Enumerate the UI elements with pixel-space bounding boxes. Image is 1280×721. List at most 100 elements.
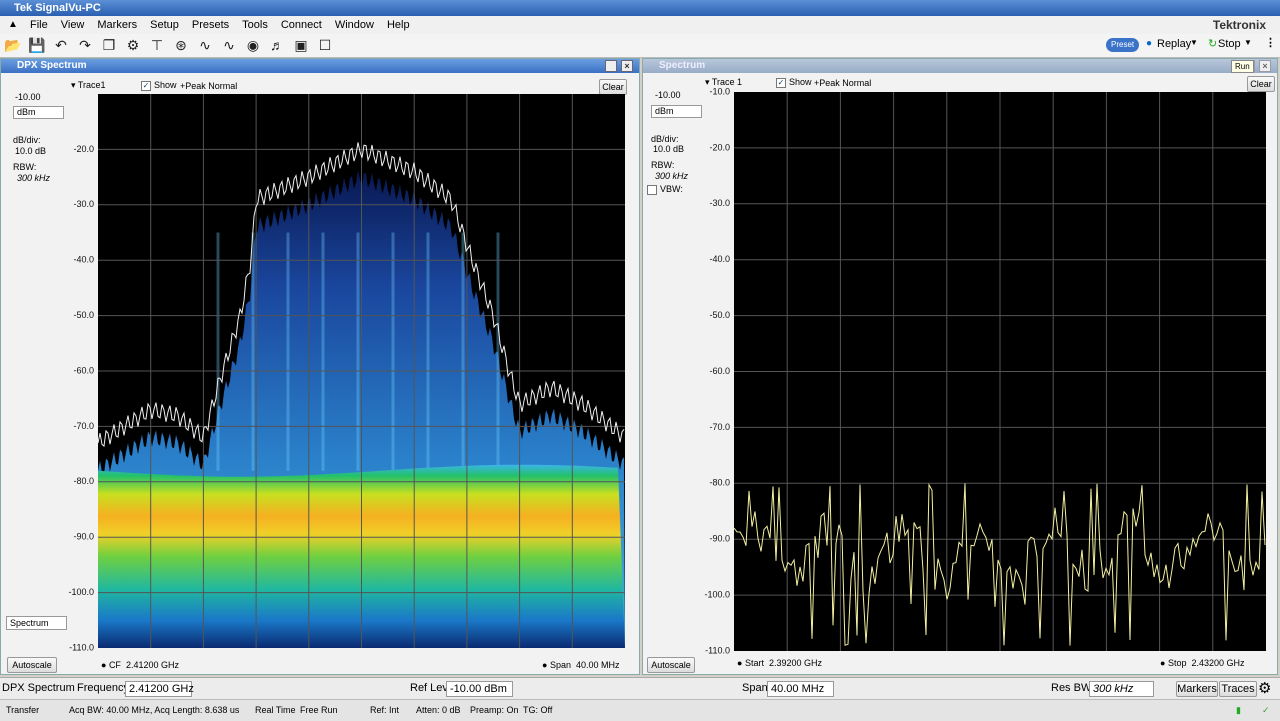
stop-label: ● Stop 2.43200 GHz [1160, 658, 1245, 668]
tool-icon[interactable]: ☐ [318, 37, 332, 53]
replay-dropdown[interactable]: ▼ [1190, 38, 1198, 47]
menu-item[interactable]: Markers [97, 19, 138, 31]
panel-header: DPX Spectrum × [1, 59, 639, 73]
reflev-value: -10.00 dBm [450, 683, 507, 695]
menu-item[interactable]: Setup [150, 19, 179, 31]
clear-button[interactable]: Clear [599, 79, 627, 95]
stop-button[interactable]: Stop [1218, 38, 1241, 50]
div-label: dB/div: [651, 134, 679, 144]
tool-icon[interactable]: 📂 [4, 37, 22, 53]
tool-icon[interactable]: ◉ [246, 37, 260, 53]
status-item: TG: Off [523, 705, 553, 715]
unit-select[interactable]: dBm [651, 105, 702, 118]
menu-item[interactable]: Tools [242, 19, 268, 31]
dpx-panel: DPX Spectrum × ▾ Trace1 ✓ Show +Peak Norm… [0, 58, 640, 675]
clear-button[interactable]: Clear [1247, 76, 1275, 92]
more-menu[interactable]: ⋮ [1265, 37, 1276, 49]
autoscale-button[interactable]: Autoscale [7, 657, 57, 673]
rbw-label: RBW: [13, 162, 37, 172]
trace-select[interactable]: ▾ Trace1 [71, 80, 106, 90]
panel-header: Spectrum × [643, 59, 1277, 73]
unit: dBm [655, 106, 674, 116]
restore-button[interactable] [605, 60, 617, 72]
status-item: Acq BW: 40.00 MHz, Acq Length: 8.638 us [69, 705, 240, 715]
traces-button[interactable]: Traces [1219, 681, 1257, 697]
status-icon: ✓ [1262, 705, 1270, 715]
replay-dot: ● [1146, 38, 1153, 49]
tool-icon[interactable]: ⊛ [175, 37, 187, 53]
unit-select[interactable]: dBm [13, 106, 64, 119]
span-label: ● Span 40.00 MHz [542, 660, 620, 670]
frequency-value: 2.41200 GHz [129, 683, 194, 695]
tool-icon[interactable]: 💾 [28, 37, 46, 53]
status-item: Ref: Int [370, 705, 400, 715]
status-bar: Transfer Acq BW: 40.00 MHz, Acq Length: 8… [0, 699, 1280, 721]
replay-button[interactable]: Replay [1157, 38, 1192, 50]
div-label: dB/div: [13, 135, 41, 145]
start-value: 2.39200 GHz [768, 658, 823, 668]
div-value: 10.0 dB [653, 144, 685, 154]
tool-icon[interactable]: ↶ [55, 37, 67, 53]
span-field[interactable]: 40.00 MHz [767, 681, 834, 697]
menu-bar: ▲ File View Markers Setup Presets Tools Connec… [0, 16, 1280, 34]
tool-icons: 📂 💾 ↶ ↷ ❐ ⚙ ⊤ ⊛ ∿ ∿ ◉ ♬ ▣ ☐ [4, 37, 334, 53]
menu-icon[interactable]: ▲ [8, 19, 18, 30]
settings-gear[interactable]: ⚙ [1258, 680, 1272, 697]
title-bar: Tek SignalVu-PC [0, 0, 1280, 16]
menu-item[interactable]: Help [386, 19, 410, 31]
settings-bar: DPX Spectrum Frequency 2.41200 GHz Ref L… [0, 677, 1280, 699]
menu-list: File View Markers Setup Presets Tools Connect W… [30, 16, 410, 34]
tool-icon[interactable]: ∿ [223, 37, 235, 53]
menu-item[interactable]: Window [334, 19, 374, 31]
trace-name: Trace1 [77, 80, 106, 90]
show-checkbox[interactable]: ✓ Show [141, 80, 177, 91]
stop-icon: ↻ [1208, 38, 1218, 50]
close-button[interactable]: × [621, 60, 633, 72]
preset-button[interactable]: Preset [1106, 38, 1140, 52]
view-select[interactable]: Spectrum [6, 616, 67, 630]
panel-title: DPX Spectrum [17, 60, 87, 71]
window-title: Tek SignalVu-PC [14, 2, 101, 14]
start-label: ● Start 2.39200 GHz [737, 658, 823, 668]
unit: dBm [17, 107, 36, 117]
ref-level: -10.00 [15, 92, 41, 102]
vbw-label: VBW: [660, 184, 683, 194]
tool-icon[interactable]: ▣ [294, 37, 308, 53]
view: Spectrum [10, 618, 49, 628]
menu-item[interactable]: Connect [280, 19, 322, 31]
status-item: Preamp: On [470, 705, 519, 715]
resbw-field[interactable]: 300 kHz [1089, 681, 1154, 697]
status-item: Transfer [6, 705, 40, 715]
toolbar: 📂 💾 ↶ ↷ ❐ ⚙ ⊤ ⊛ ∿ ∿ ◉ ♬ ▣ ☐ Preset ● Replay ▼ ↻ Stop … [0, 34, 1280, 73]
status-item: Real Time [255, 705, 296, 715]
close-button[interactable]: × [1259, 60, 1271, 72]
show-checkbox[interactable]: ✓ Show [776, 77, 812, 88]
show-label: Show [154, 80, 177, 90]
reflev-label: Ref Lev [410, 682, 448, 694]
menu-item[interactable]: Presets [191, 19, 230, 31]
stop-dropdown[interactable]: ▼ [1244, 38, 1252, 47]
tool-icon[interactable]: ❐ [102, 37, 116, 53]
cf-name: CF [108, 660, 121, 670]
tool-icon[interactable]: ⚙ [126, 37, 140, 53]
rbw-value: 300 kHz [655, 171, 689, 181]
vbw-checkbox[interactable]: VBW: [647, 184, 683, 195]
start-name: Start [744, 658, 764, 668]
brand: Tektronix [1212, 18, 1266, 32]
tool-icon[interactable]: ↷ [79, 37, 91, 53]
span-value: 40.00 MHz [771, 683, 825, 695]
menu-item[interactable]: View [60, 19, 85, 31]
markers-button[interactable]: Markers [1176, 681, 1218, 697]
frequency-field[interactable]: 2.41200 GHz [125, 681, 194, 697]
trace-select[interactable]: ▾ Trace 1 [705, 77, 743, 87]
autoscale-button[interactable]: Autoscale [647, 657, 695, 673]
tool-icon[interactable]: ⊤ [150, 37, 164, 53]
reflev-field[interactable]: -10.00 dBm [446, 681, 513, 697]
menu-item[interactable]: File [30, 19, 48, 31]
trace-name: Trace 1 [711, 77, 743, 87]
tool-icon[interactable]: ∿ [199, 37, 211, 53]
cf-value: 2.41200 GHz [125, 660, 179, 670]
tool-icon[interactable]: ♬ [270, 37, 284, 53]
span-value: 40.00 MHz [575, 660, 620, 670]
